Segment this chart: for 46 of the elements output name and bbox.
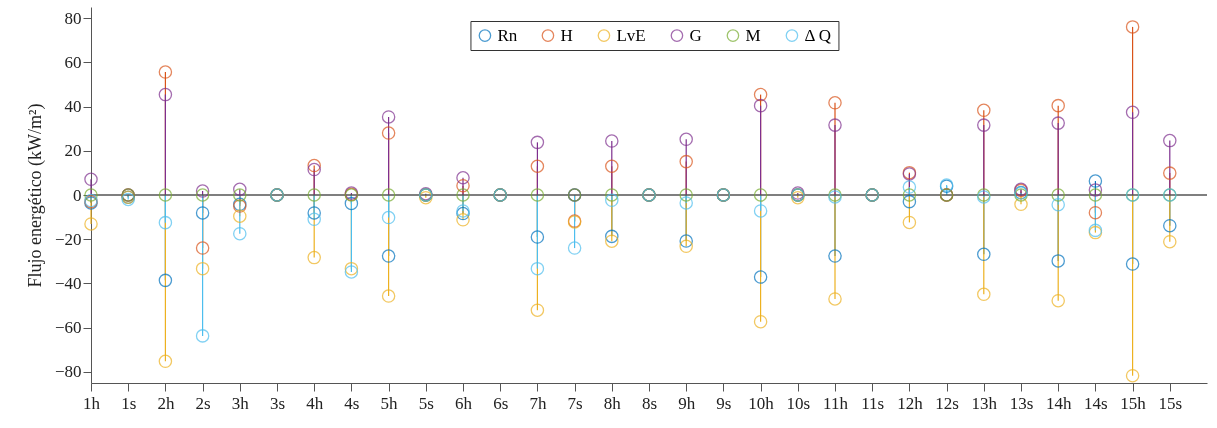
x-tick-label: 15h bbox=[1120, 393, 1147, 413]
y-tick-label: 40 bbox=[64, 97, 82, 117]
legend-label: Rn bbox=[497, 25, 518, 45]
x-tick-label: 5s bbox=[418, 393, 434, 413]
x-tick-label: 4h bbox=[306, 393, 324, 413]
x-tick-label: 11s bbox=[861, 393, 885, 413]
x-tick-label: 9h bbox=[678, 393, 696, 413]
y-tick-label: 80 bbox=[64, 8, 82, 28]
x-tick-label: 2s bbox=[195, 393, 211, 413]
x-tick-label: 1h bbox=[83, 393, 101, 413]
y-tick-label: −20 bbox=[54, 229, 82, 249]
x-tick-label: 13h bbox=[971, 393, 998, 413]
x-tick-label: 12s bbox=[935, 393, 959, 413]
x-tick-label: 6s bbox=[493, 393, 509, 413]
x-tick-label: 14s bbox=[1084, 393, 1108, 413]
x-tick-label: 5h bbox=[380, 393, 399, 413]
x-tick-label: 9s bbox=[716, 393, 732, 413]
x-tick-label: 2h bbox=[157, 393, 175, 413]
legend-label: H bbox=[560, 25, 573, 45]
y-tick-label: −60 bbox=[54, 318, 82, 338]
x-tick-label: 10h bbox=[748, 393, 775, 413]
x-tick-label: 8s bbox=[641, 393, 658, 413]
x-tick-label: 12h bbox=[897, 393, 924, 413]
x-tick-label: 15s bbox=[1158, 393, 1183, 413]
x-tick-label: 7s bbox=[567, 393, 583, 413]
legend-label: M bbox=[745, 25, 761, 45]
x-tick-label: 6h bbox=[455, 393, 473, 413]
x-tick-label: 1s bbox=[121, 393, 137, 413]
legend-label: LvE bbox=[616, 25, 646, 45]
y-tick-label: −80 bbox=[54, 362, 82, 382]
y-tick-label: 20 bbox=[64, 141, 82, 161]
legend-label: G bbox=[689, 25, 702, 45]
x-tick-label: 8h bbox=[603, 393, 622, 413]
x-tick-label: 3s bbox=[269, 393, 286, 413]
x-tick-label: 7h bbox=[529, 393, 547, 413]
y-tick-label: 0 bbox=[73, 185, 82, 205]
y-tick-label: 60 bbox=[64, 52, 82, 72]
x-tick-label: 4s bbox=[344, 393, 360, 413]
legend-label: Δ Q bbox=[804, 25, 831, 45]
x-tick-label: 10s bbox=[786, 393, 811, 413]
x-tick-label: 13s bbox=[1009, 393, 1034, 413]
y-tick-label: −40 bbox=[54, 273, 82, 293]
y-axis-title: Flujo energético (kW/m²) bbox=[24, 103, 46, 288]
x-tick-label: 3h bbox=[231, 393, 250, 413]
x-tick-label: 14h bbox=[1045, 393, 1072, 413]
x-tick-label: 11h bbox=[823, 393, 849, 413]
